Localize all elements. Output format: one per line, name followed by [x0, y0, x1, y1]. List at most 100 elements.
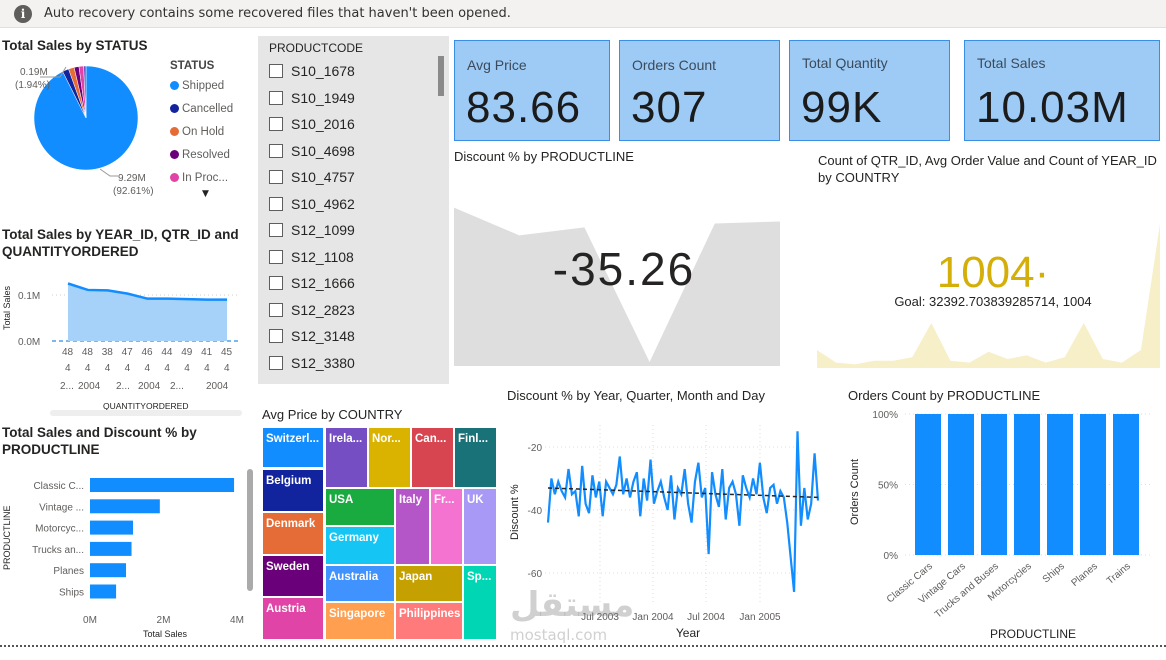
legend-label: On Hold	[182, 125, 225, 138]
x-tick-year: 2...	[170, 381, 184, 392]
treemap-cell[interactable]: Nor...	[368, 427, 411, 488]
slicer-item[interactable]: S12_3380	[258, 350, 449, 377]
slicer-item-label: S10_4698	[291, 142, 355, 159]
checkbox-icon[interactable]	[269, 249, 283, 264]
checkbox-icon[interactable]	[269, 143, 283, 158]
slicer-item[interactable]: S12_1108	[258, 244, 449, 271]
slicer-item[interactable]: S10_4757	[258, 164, 449, 191]
slicer-item[interactable]: S10_4698	[258, 138, 449, 165]
slicer-item[interactable]: S12_1666	[258, 270, 449, 297]
slicer-item-label: S10_4757	[291, 169, 355, 186]
y-axis-label: Total Sales	[2, 285, 12, 330]
legend-item-shipped[interactable]: Shipped	[170, 74, 233, 97]
orders-title: Orders Count by PRODUCTLINE	[848, 388, 1041, 403]
bar-category-label: Motorcyc...	[35, 524, 84, 535]
x-axis-label: QUANTITYORDERED	[103, 401, 188, 411]
treemap-cell[interactable]: Fr...	[430, 488, 463, 565]
slicer-item[interactable]: S10_1678	[258, 58, 449, 85]
trend-line	[547, 487, 819, 499]
x-axis-label: Total Sales	[143, 629, 188, 639]
bar	[1047, 414, 1073, 555]
slicer-item[interactable]: S12_3148	[258, 323, 449, 350]
discount-line-chart[interactable]: -20 -40 -60 Jul 2003 Jan 2004 Jul 2004 Jan 200…	[500, 405, 835, 645]
y-tick: 0.1M	[18, 291, 40, 302]
treemap-cell[interactable]: Sp...	[463, 565, 497, 640]
productline-bar-chart[interactable]: Classic C... Vintage ... Motorcyc... Trucks…	[0, 465, 260, 643]
x-tick-qtr: 4	[125, 363, 131, 374]
treemap-cell[interactable]: Finl...	[454, 427, 497, 488]
x-tick-qty: 47	[122, 347, 134, 358]
checkbox-icon[interactable]	[269, 170, 283, 185]
legend-item-in-proc-[interactable]: In Proc...	[170, 166, 233, 189]
vertical-scrollbar[interactable]	[247, 469, 253, 591]
leader-line	[99, 168, 118, 177]
x-tick-qty: 45	[221, 347, 233, 358]
checkbox-icon[interactable]	[269, 223, 283, 238]
treemap-cell[interactable]: Germany	[325, 526, 395, 565]
legend-label: Resolved	[182, 148, 230, 161]
slicer-item[interactable]: S10_1949	[258, 85, 449, 112]
checkbox-icon[interactable]	[269, 355, 283, 370]
checkbox-icon[interactable]	[269, 64, 283, 79]
watermark-logo: مستقل	[510, 585, 635, 625]
legend-item-on-hold[interactable]: On Hold	[170, 120, 233, 143]
checkbox-icon[interactable]	[269, 90, 283, 105]
legend-dot-icon	[170, 150, 179, 159]
legend-item-cancelled[interactable]: Cancelled	[170, 97, 233, 120]
bar-category-label: Ships	[59, 588, 84, 599]
treemap-cell[interactable]: Irela...	[325, 427, 368, 488]
pie-slice	[83, 65, 87, 119]
checkbox-icon[interactable]	[269, 276, 283, 291]
productcode-slicer[interactable]: PRODUCTCODE S10_1678 S10_1949 S10_2016 S10_…	[258, 36, 449, 384]
bar-category-label: Planes	[53, 566, 84, 577]
kpi-value: 99K	[801, 83, 883, 132]
checkbox-icon[interactable]	[269, 117, 283, 132]
treemap-cell[interactable]: Philippines	[395, 602, 463, 640]
x-tick-qtr: 4	[224, 363, 230, 374]
slicer-item[interactable]: S10_4962	[258, 191, 449, 218]
treemap-cell[interactable]: Sweden	[262, 555, 324, 597]
discount-card[interactable]: -35.26	[454, 168, 781, 368]
x-tick-qtr: 4	[145, 363, 151, 374]
treemap-cell[interactable]: UK	[463, 488, 497, 565]
treemap-cell[interactable]: Japan	[395, 565, 463, 602]
slicer-item-label: S12_3148	[291, 328, 355, 345]
notification-text: Auto recovery contains some recovered fi…	[44, 6, 511, 21]
treemap-cell[interactable]: Denmark	[262, 512, 324, 555]
x-tick-qtr: 4	[65, 363, 71, 374]
kpi-card-total-sales[interactable]: Total Sales 10.03M	[964, 40, 1160, 141]
area-fill	[68, 283, 227, 341]
slicer-item[interactable]: S10_2016	[258, 111, 449, 138]
goal-card[interactable]: 1004·Goal: 32392.703839285714, 1004	[817, 188, 1162, 368]
x-tick-year: 2004	[78, 381, 101, 392]
slicer-item-label: S10_1678	[291, 63, 355, 80]
slicer-item[interactable]: S12_2823	[258, 297, 449, 324]
slicer-item-label: S10_4962	[291, 195, 355, 212]
treemap-cell[interactable]: Singapore	[325, 602, 395, 640]
checkbox-icon[interactable]	[269, 196, 283, 211]
x-tick-qtr: 4	[105, 363, 111, 374]
treemap-cell[interactable]: Italy	[395, 488, 430, 565]
kpi-card-total-quantity[interactable]: Total Quantity 99K	[789, 40, 950, 141]
treemap-cell[interactable]: Can...	[411, 427, 454, 488]
slicer-scrollbar[interactable]	[438, 56, 444, 96]
kpi-card-orders-count[interactable]: Orders Count 307	[619, 40, 780, 141]
pie-label: 0.19M	[20, 67, 48, 78]
treemap-cell[interactable]: Switzerl...	[262, 427, 324, 468]
checkbox-icon[interactable]	[269, 329, 283, 344]
bar-category-label: Classic C...	[33, 481, 84, 492]
treemap-cell[interactable]: Belgium	[262, 469, 324, 512]
checkbox-icon[interactable]	[269, 302, 283, 317]
treemap-cell[interactable]: Australia	[325, 565, 395, 602]
slicer-item[interactable]: S12_1099	[258, 217, 449, 244]
legend-item-resolved[interactable]: Resolved	[170, 143, 233, 166]
treemap-cell[interactable]: Austria	[262, 597, 324, 640]
x-tick-qty: 41	[201, 347, 213, 358]
treemap-cell[interactable]: USA	[325, 488, 395, 526]
status-pie-chart[interactable]: 0.19M (1.94%) 9.29M (92.61%)	[0, 55, 170, 205]
kpi-card-avg-price[interactable]: Avg Price 83.66	[454, 40, 610, 141]
legend-more-arrow-icon[interactable]: ▼	[202, 189, 209, 199]
horizontal-scrollbar[interactable]	[50, 410, 242, 416]
